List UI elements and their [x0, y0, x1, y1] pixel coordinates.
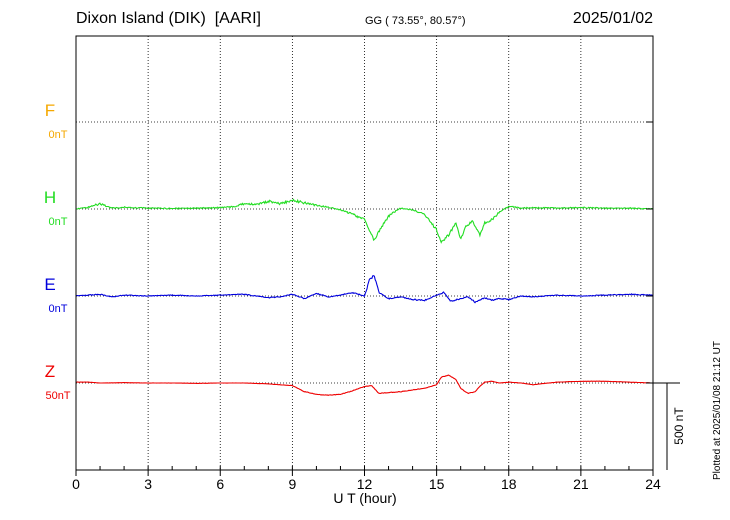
- series-offset-F: 0nT: [49, 129, 68, 141]
- series-label-H: H: [44, 188, 56, 207]
- x-tick-label: 12: [357, 476, 373, 492]
- series-label-Z: Z: [45, 362, 55, 381]
- series-offset-E: 0nT: [49, 303, 68, 315]
- x-ticks: 0 3 6 9 12 15 18 21 24: [72, 121, 661, 492]
- plotted-timestamp: Plotted at 2025/01/08 21:12 UT: [712, 341, 723, 480]
- x-tick-label: 9: [288, 476, 296, 492]
- x-axis-label: U T (hour): [333, 490, 396, 506]
- coordinates-label: GG ( 73.55°, 80.57°): [365, 15, 466, 27]
- series-offset-H: 0nT: [49, 216, 68, 228]
- date-label: 2025/01/02: [572, 10, 653, 27]
- series-label-E: E: [44, 275, 55, 294]
- trace-Z: [75, 374, 654, 397]
- institute-label: [AARI]: [214, 10, 261, 27]
- trace-E: [75, 275, 654, 304]
- trace-H: [75, 198, 653, 244]
- x-tick-label: 3: [144, 476, 152, 492]
- x-tick-label: 15: [429, 476, 445, 492]
- x-tick-label: 24: [645, 476, 661, 492]
- series-offset-Z: 50nT: [45, 390, 70, 402]
- x-tick-label: 21: [573, 476, 589, 492]
- x-tick-label: 18: [501, 476, 517, 492]
- series-label-F: F: [45, 101, 55, 120]
- station-title: Dixon Island (DIK) [AARI]: [76, 10, 261, 28]
- scale-bar: 500 nT: [653, 382, 686, 470]
- x-tick-label: 0: [72, 476, 80, 492]
- scale-bar-label: 500 nT: [672, 407, 686, 445]
- traces: [75, 198, 654, 397]
- x-tick-label: 6: [216, 476, 224, 492]
- grid: [76, 36, 653, 470]
- series-labels: F 0nT H 0nT E 0nT Z 50nT: [44, 101, 71, 402]
- station-name: Dixon Island (DIK): [76, 10, 206, 27]
